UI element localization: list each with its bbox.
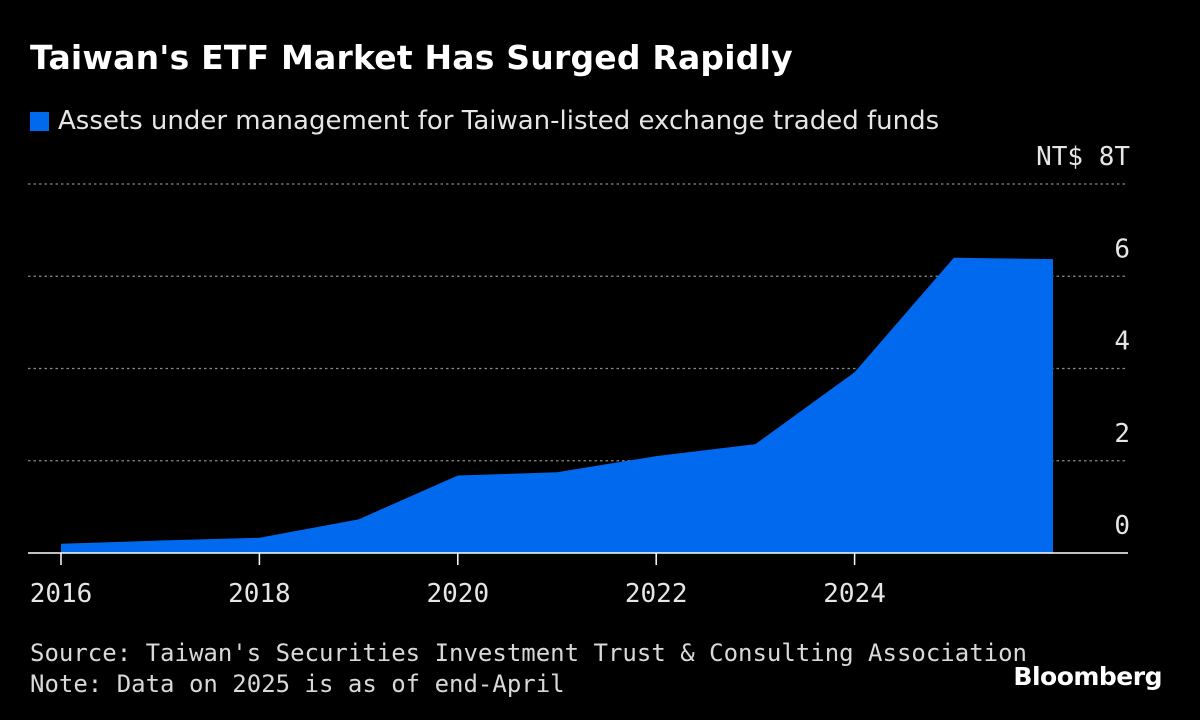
legend-swatch [30, 111, 49, 131]
footer: Source: Taiwan's Securities Investment T… [30, 638, 1027, 700]
axes [28, 552, 1128, 565]
bloomberg-logo: Bloomberg [1013, 662, 1162, 691]
chart-title: Taiwan's ETF Market Has Surged Rapidly [30, 38, 793, 77]
y-tick-label: 0 [1114, 511, 1130, 541]
series-area [61, 257, 1053, 553]
x-tick-label: 2016 [30, 579, 93, 609]
data-note: Note: Data on 2025 is as of end-April [30, 670, 565, 698]
x-tick-label: 2022 [625, 579, 688, 609]
tick-labels: 2016 2018 2020 2022 2024 0 2 4 6 NT$ 8T [30, 142, 1131, 609]
legend: Assets under management for Taiwan-liste… [30, 106, 939, 136]
y-tick-label: NT$ 8T [1036, 142, 1130, 172]
y-tick-label: 2 [1114, 419, 1130, 449]
legend-label: Assets under management for Taiwan-liste… [58, 106, 940, 136]
grid-lines [28, 183, 1128, 462]
y-tick-label: 6 [1114, 234, 1130, 264]
x-tick-label: 2024 [823, 579, 886, 609]
y-tick-label: 4 [1114, 327, 1130, 357]
source-note: Source: Taiwan's Securities Investment T… [30, 639, 1027, 667]
x-tick-label: 2020 [426, 579, 489, 609]
x-tick-label: 2018 [228, 579, 291, 609]
plot-area [61, 257, 1053, 553]
